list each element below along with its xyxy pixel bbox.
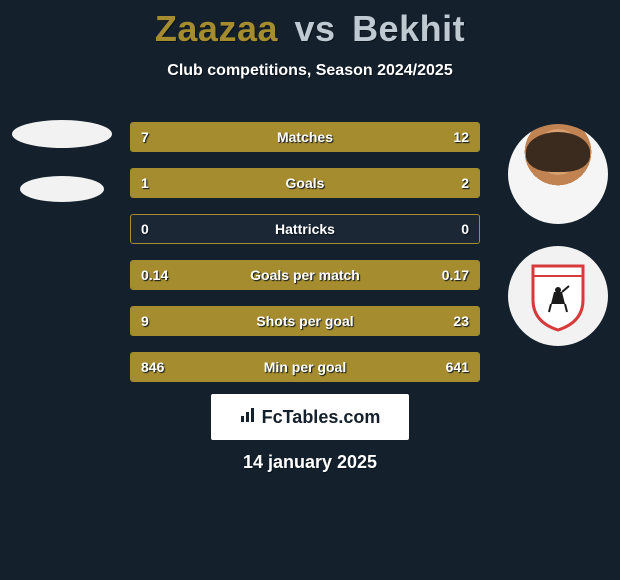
vs-text: vs (295, 8, 336, 49)
stat-value-left: 9 (141, 313, 149, 329)
stat-value-left: 1 (141, 175, 149, 191)
stat-value-right: 641 (446, 359, 469, 375)
stat-value-right: 0 (461, 221, 469, 237)
stat-fill-left (131, 123, 259, 151)
snapshot-date: 14 january 2025 (243, 452, 377, 473)
stat-value-right: 0.17 (442, 267, 469, 283)
player1-avatar-placeholder (12, 120, 112, 148)
stat-label: Goals (286, 175, 325, 191)
branding-badge: FcTables.com (211, 394, 409, 440)
stat-row: 9 23 Shots per goal (130, 306, 480, 336)
stat-label: Hattricks (275, 221, 335, 237)
stats-bars: 712Matches12Goals00Hattricks0.140.17Goal… (130, 122, 480, 398)
player2-avatar (508, 124, 608, 224)
comparison-title: Zaazaa vs Bekhit (0, 0, 620, 50)
stat-row: 846 641 Min per goal (130, 352, 480, 382)
chart-icon (240, 406, 258, 429)
stat-value-right: 23 (453, 313, 469, 329)
subtitle: Club competitions, Season 2024/2025 (0, 62, 620, 80)
player2-club-crest (508, 246, 608, 346)
left-player-column (8, 110, 116, 224)
stat-label: Shots per goal (256, 313, 353, 329)
stat-fill-right (247, 169, 479, 197)
stat-label: Goals per match (250, 267, 360, 283)
stat-value-right: 2 (461, 175, 469, 191)
stat-row: 7 12 Matches (130, 122, 480, 152)
stat-value-left: 0 (141, 221, 149, 237)
stat-label: Min per goal (264, 359, 346, 375)
stat-row: 1 2 Goals (130, 168, 480, 198)
player1-name: Zaazaa (155, 8, 278, 49)
stat-value-left: 7 (141, 129, 149, 145)
stat-row: 0 0 Hattricks (130, 214, 480, 244)
stat-value-right: 12 (453, 129, 469, 145)
player1-club-placeholder (20, 176, 104, 202)
player2-name: Bekhit (352, 8, 465, 49)
club-crest-icon (529, 260, 587, 332)
stat-value-left: 846 (141, 359, 164, 375)
stat-row: 0.14 0.17 Goals per match (130, 260, 480, 290)
branding-text: FcTables.com (262, 407, 381, 428)
stat-value-left: 0.14 (141, 267, 168, 283)
right-player-column (504, 124, 612, 368)
stat-label: Matches (277, 129, 333, 145)
